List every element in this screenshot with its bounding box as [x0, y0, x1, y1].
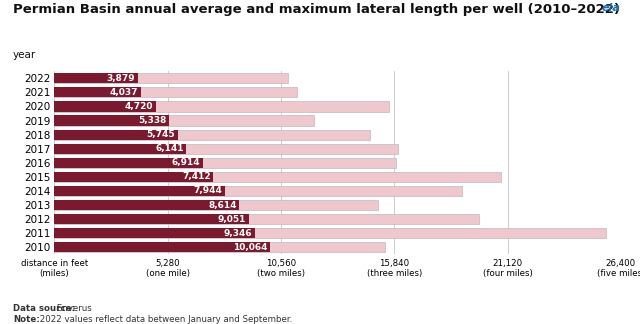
Bar — [54, 228, 255, 238]
Bar — [54, 214, 479, 224]
Bar — [54, 130, 178, 140]
Bar — [54, 101, 389, 111]
Bar — [54, 158, 203, 168]
Bar — [54, 130, 370, 140]
Bar — [54, 158, 396, 168]
Text: Enverus: Enverus — [54, 304, 92, 313]
Bar — [54, 186, 462, 196]
Text: 4,720: 4,720 — [125, 102, 153, 111]
Text: 4,037: 4,037 — [110, 88, 138, 97]
Bar — [54, 73, 288, 83]
Text: 6,141: 6,141 — [155, 144, 184, 153]
Text: Note:: Note: — [13, 315, 40, 324]
Bar — [54, 101, 156, 111]
Bar — [54, 115, 314, 126]
Text: 2022 values reflect data between January and September.: 2022 values reflect data between January… — [37, 315, 292, 324]
Text: year: year — [13, 50, 36, 60]
Text: eia: eia — [602, 3, 621, 13]
Bar — [54, 228, 606, 238]
Text: 7,944: 7,944 — [193, 187, 222, 195]
Bar — [54, 144, 186, 154]
Bar — [54, 200, 378, 210]
Bar — [54, 172, 213, 182]
Bar — [54, 144, 397, 154]
Text: 6,914: 6,914 — [172, 158, 200, 167]
Bar — [54, 73, 138, 83]
Bar — [54, 172, 500, 182]
Text: 3,879: 3,879 — [106, 74, 135, 83]
Bar — [54, 87, 297, 98]
Text: 9,346: 9,346 — [224, 229, 252, 238]
Bar — [54, 242, 270, 252]
Text: 8,614: 8,614 — [208, 201, 237, 210]
Bar — [54, 115, 169, 126]
Text: 5,745: 5,745 — [147, 130, 175, 139]
Bar — [54, 186, 225, 196]
Text: 9,051: 9,051 — [218, 214, 246, 224]
Bar — [54, 242, 385, 252]
Text: 5,338: 5,338 — [138, 116, 166, 125]
Bar — [54, 200, 239, 210]
Bar — [54, 87, 141, 98]
Text: 7,412: 7,412 — [182, 172, 211, 181]
Bar — [54, 214, 248, 224]
Text: Data source:: Data source: — [13, 304, 75, 313]
Text: 10,064: 10,064 — [233, 243, 268, 252]
Text: Permian Basin annual average and maximum lateral length per well (2010–2022): Permian Basin annual average and maximum… — [13, 3, 620, 16]
